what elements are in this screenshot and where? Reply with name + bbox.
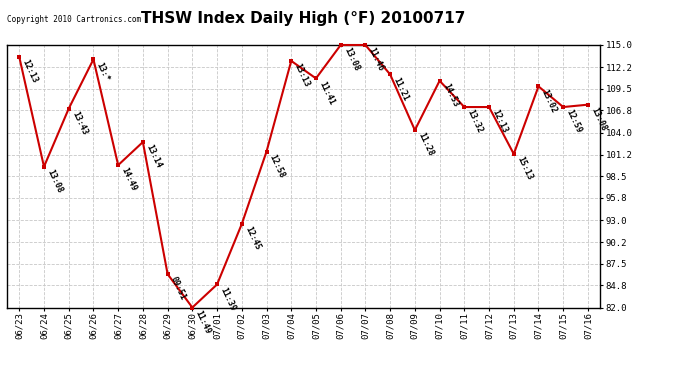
Text: 11:49: 11:49	[194, 309, 213, 335]
Text: 12:45: 12:45	[243, 225, 262, 252]
Text: 15:13: 15:13	[515, 155, 534, 182]
Text: 12:13: 12:13	[491, 108, 509, 135]
Text: THSW Index Daily High (°F) 20100717: THSW Index Daily High (°F) 20100717	[141, 11, 466, 26]
Text: 11:41: 11:41	[317, 80, 336, 106]
Text: 13:32: 13:32	[466, 108, 484, 135]
Text: 14:53: 14:53	[441, 82, 460, 109]
Text: 11:21: 11:21	[391, 76, 411, 102]
Text: 13:43: 13:43	[70, 110, 89, 136]
Text: 12:59: 12:59	[564, 108, 583, 135]
Text: 14:49: 14:49	[119, 166, 138, 193]
Text: 11:39: 11:39	[219, 286, 237, 312]
Text: 12:58: 12:58	[268, 153, 286, 180]
Text: 11:46: 11:46	[367, 46, 386, 73]
Text: 11:28: 11:28	[416, 132, 435, 158]
Text: 12:13: 12:13	[21, 58, 39, 85]
Text: 13:08: 13:08	[342, 46, 361, 73]
Text: 13:*: 13:*	[95, 61, 112, 82]
Text: 13:08: 13:08	[589, 106, 608, 132]
Text: 09:51: 09:51	[169, 276, 188, 302]
Text: 13:08: 13:08	[46, 168, 64, 195]
Text: 13:13: 13:13	[293, 62, 311, 89]
Text: 13:14: 13:14	[144, 143, 163, 170]
Text: Copyright 2010 Cartronics.com: Copyright 2010 Cartronics.com	[7, 15, 141, 24]
Text: 13:02: 13:02	[540, 88, 559, 114]
